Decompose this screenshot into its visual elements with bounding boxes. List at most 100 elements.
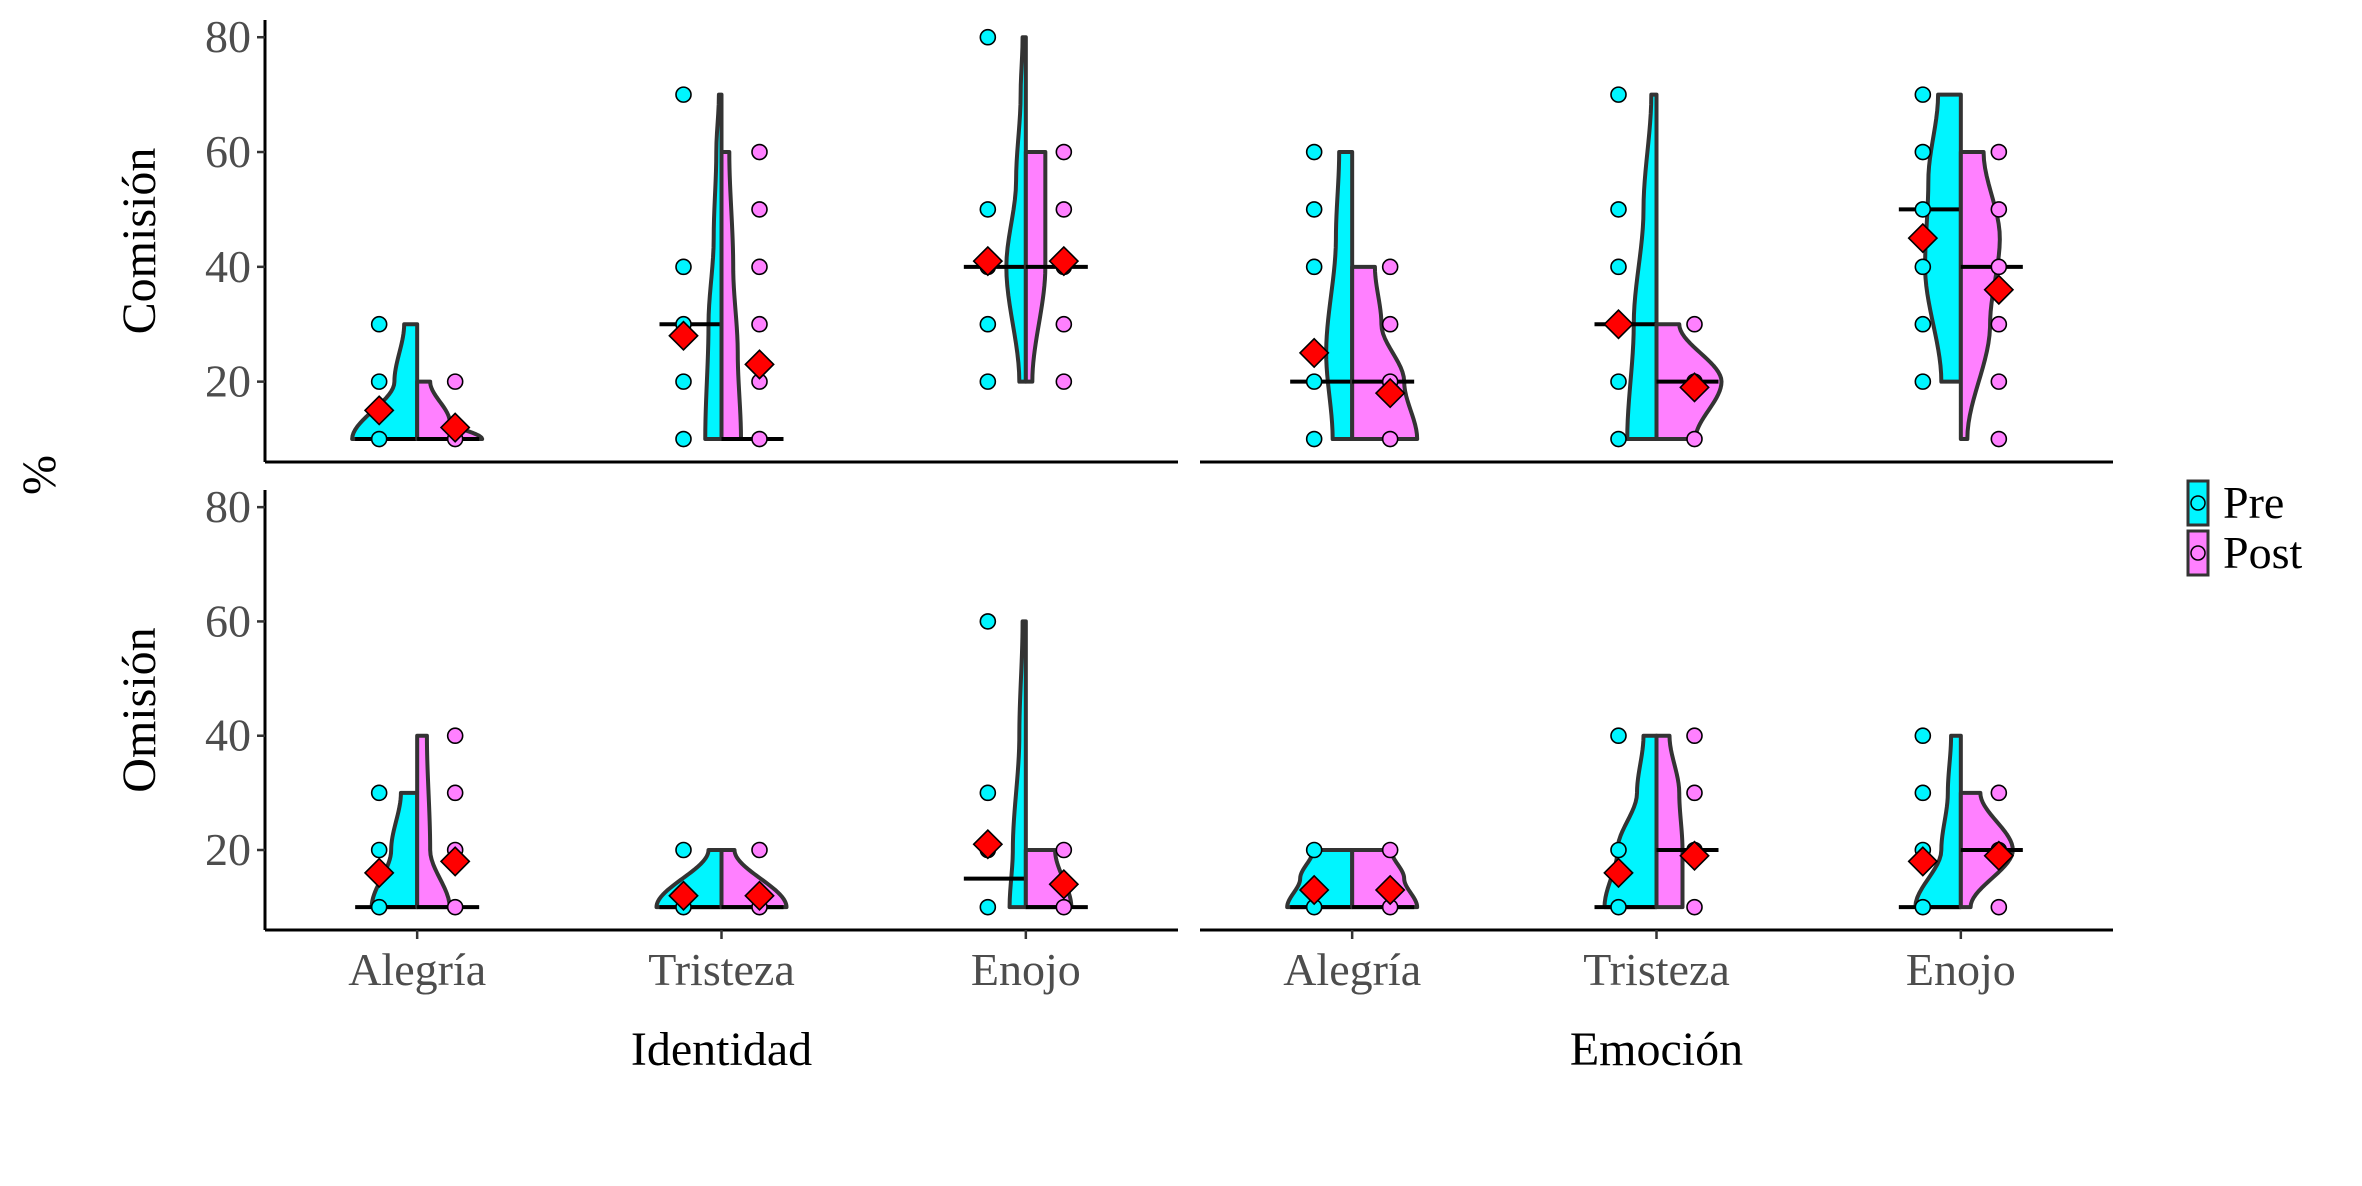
data-point-pre-p3-g1-1: [1610, 841, 1627, 859]
row-strip-label-1: Omisión: [113, 627, 166, 792]
data-point-post-p0-g2-3: [1055, 201, 1073, 218]
data-point-pre-p1-g2-5: [1914, 86, 1932, 103]
data-point-post-p0-g2-0: [1055, 373, 1073, 390]
data-point-pre-p0-g2-4: [979, 28, 997, 46]
mean-marker-post-p0-g0: [439, 412, 471, 443]
row-strip-label-0: Comisión: [113, 148, 166, 335]
mean-marker-post-p3-g2: [1983, 840, 2015, 871]
data-point-post-p1-g2-0: [1990, 430, 2008, 448]
y-tick-label-r1-3: 80: [205, 481, 251, 532]
y-tick-label-r1-0: 20: [205, 824, 251, 875]
y-tick-label-r0-3: 80: [205, 11, 251, 62]
violin-pre-p2-g2: [1007, 619, 1028, 910]
x-category-label-c1-1: Tristeza: [1583, 944, 1730, 995]
data-point-post-p1-g2-3: [1990, 258, 2008, 276]
data-point-pre-p2-g1-1: [675, 841, 692, 859]
data-point-pre-p1-g0-4: [1305, 143, 1323, 161]
data-point-post-p1-g2-2: [1990, 315, 2008, 333]
mean-marker-post-p1-g1: [1679, 372, 1710, 403]
data-point-pre-p0-g1-4: [675, 86, 692, 103]
violin-post-p1-g0: [1350, 264, 1420, 442]
mean-marker-pre-p3-g2: [1907, 846, 1939, 877]
violin-pre-p1-g0: [1324, 150, 1355, 442]
data-point-post-p2-g0-3: [446, 727, 464, 745]
violin-post-p2-g0: [415, 733, 452, 910]
mean-marker-post-p2-g1: [744, 880, 775, 911]
data-point-pre-p2-g0-0: [370, 898, 388, 916]
data-point-post-p0-g2-1: [1055, 315, 1073, 333]
legend-label-1: Post: [2223, 527, 2302, 578]
violin-pre-p1-g1: [1625, 92, 1659, 442]
data-point-post-p3-g1-2: [1686, 784, 1703, 802]
data-point-post-p2-g2-1: [1055, 841, 1073, 859]
data-point-post-p0-g2-4: [1055, 143, 1073, 161]
data-point-pre-p3-g2-0: [1914, 898, 1932, 916]
legend-point-0: [2190, 495, 2206, 511]
mean-marker-pre-p2-g1: [668, 880, 699, 911]
violin-pre-p3-g2: [1913, 733, 1963, 910]
data-point-post-p3-g1-3: [1686, 727, 1703, 745]
data-point-pre-p0-g2-0: [979, 373, 997, 390]
data-point-pre-p1-g1-2: [1610, 258, 1627, 276]
mean-marker-pre-p1-g1: [1603, 308, 1634, 340]
data-point-post-p2-g0-0: [446, 898, 464, 916]
data-point-post-p0-g1-4: [751, 201, 768, 218]
mean-marker-pre-p2-g0: [363, 857, 395, 889]
mean-marker-pre-p2-g2: [972, 829, 1004, 860]
data-point-post-p1-g2-1: [1990, 373, 2008, 390]
mean-marker-pre-p3-g0: [1298, 874, 1330, 906]
mean-marker-post-p0-g1: [744, 349, 775, 380]
data-point-pre-p1-g2-1: [1914, 315, 1932, 333]
mean-marker-pre-p0-g2: [972, 245, 1004, 277]
mean-marker-pre-p0-g1: [668, 320, 699, 351]
mean-marker-post-p3-g0: [1374, 874, 1406, 906]
violin-post-p3-g1: [1654, 733, 1685, 910]
data-point-pre-p0-g0-0: [370, 430, 388, 448]
data-point-post-p3-g2-2: [1990, 784, 2008, 802]
y-tick-label-r1-1: 40: [205, 710, 251, 761]
y-tick-label-r0-2: 60: [205, 126, 251, 177]
y-tick-label-r1-2: 60: [205, 595, 251, 646]
data-point-pre-p1-g1-3: [1610, 201, 1627, 218]
data-point-pre-p3-g2-3: [1914, 727, 1932, 745]
violin-post-p0-g1: [719, 150, 743, 442]
data-point-pre-p1-g0-2: [1305, 258, 1323, 276]
violin-pre-p0-g1: [703, 92, 724, 442]
x-category-label-c1-2: Enojo: [1906, 944, 2016, 995]
data-point-pre-p2-g0-2: [370, 784, 388, 802]
data-point-pre-p1-g2-4: [1914, 143, 1932, 161]
mean-marker-pre-p0-g0: [363, 395, 395, 426]
data-point-post-p0-g1-0: [751, 430, 768, 448]
data-point-pre-p1-g1-1: [1610, 373, 1627, 390]
data-point-post-p1-g0-3: [1381, 258, 1399, 276]
column-facet-label-1: Emoción: [1570, 1023, 1743, 1076]
mean-marker-post-p2-g0: [439, 846, 471, 877]
data-point-post-p1-g2-4: [1990, 201, 2008, 218]
data-point-post-p1-g2-5: [1990, 143, 2008, 161]
data-point-post-p0-g1-5: [751, 143, 768, 161]
column-facet-label-0: Identidad: [631, 1023, 812, 1076]
data-point-pre-p3-g2-2: [1914, 784, 1932, 802]
data-point-post-p2-g1-1: [751, 841, 768, 859]
data-point-pre-p2-g2-3: [979, 613, 997, 630]
data-point-pre-p1-g0-1: [1305, 373, 1323, 390]
data-point-pre-p0-g2-3: [979, 201, 997, 218]
data-point-post-p0-g0-1: [446, 373, 464, 390]
data-point-post-p1-g1-2: [1686, 315, 1703, 333]
data-point-pre-p0-g0-1: [370, 373, 388, 390]
mean-marker-pre-p1-g2: [1907, 222, 1939, 254]
x-category-label-c0-0: Alegría: [348, 944, 486, 995]
data-point-pre-p2-g0-1: [370, 841, 388, 859]
x-category-label-c0-2: Enojo: [971, 944, 1081, 995]
data-point-pre-p1-g2-0: [1914, 373, 1932, 390]
data-point-post-p1-g0-0: [1381, 430, 1399, 448]
data-point-pre-p0-g2-1: [979, 315, 997, 333]
data-point-post-p2-g2-0: [1055, 898, 1073, 916]
mean-marker-post-p0-g2: [1048, 245, 1080, 277]
legend-point-1: [2190, 545, 2206, 561]
data-point-post-p1-g1-0: [1686, 430, 1703, 448]
data-point-pre-p2-g2-0: [979, 898, 997, 916]
data-point-pre-p3-g1-2: [1610, 727, 1627, 745]
data-point-pre-p1-g1-0: [1610, 430, 1627, 448]
